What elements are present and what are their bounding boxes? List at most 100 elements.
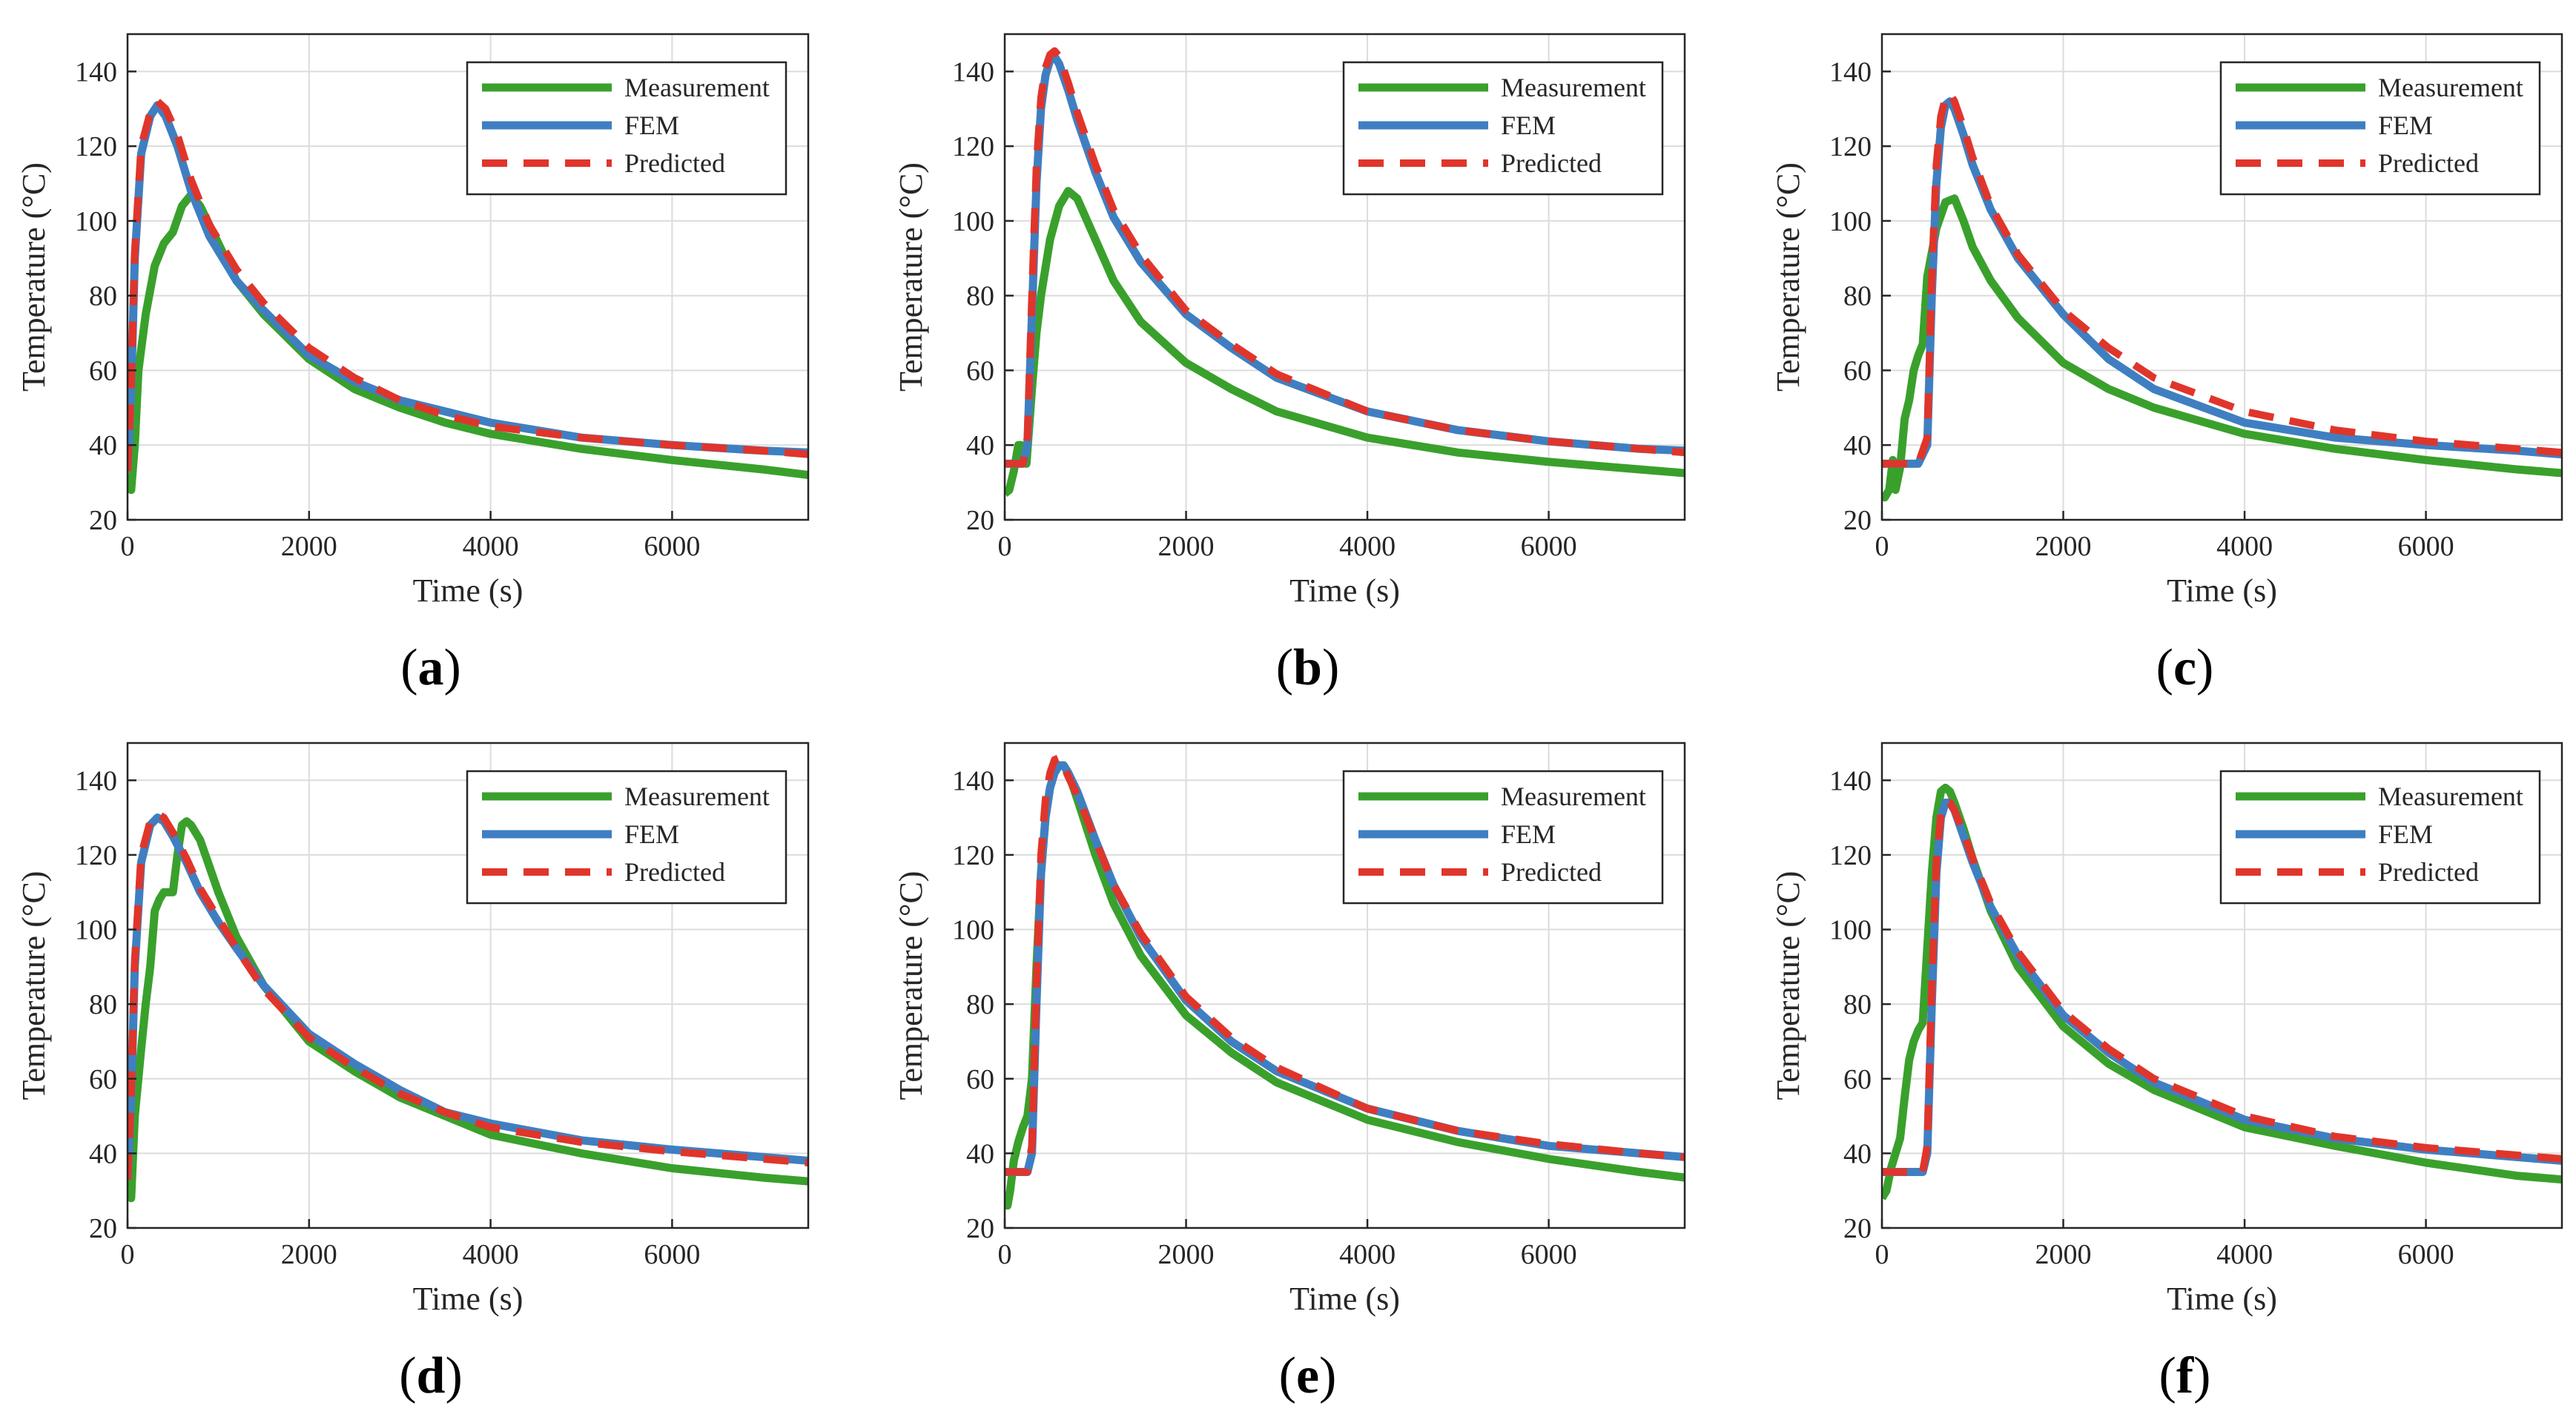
x-tick-label: 6000 [1521,1239,1577,1270]
legend-label-measurement: Measurement [2378,73,2523,102]
y-tick-label: 100 [1829,206,1872,237]
y-axis-label: Temperature (°C) [1770,162,1806,392]
x-axis-label: Time (s) [413,1281,524,1317]
axes-box [1003,742,1686,1229]
y-tick-label: 40 [89,1138,117,1169]
y-tick-label: 60 [1843,1064,1872,1095]
panel-b: 20 40 60 80 100 120 140 0 2000 4000 6000 Time (s) Te… [893,33,1686,696]
series-line-predicted [128,97,808,472]
x-tick-label: 4000 [2216,531,2273,562]
legend-label-fem: FEM [1501,819,1556,849]
panel-label-letter: d [417,1347,446,1404]
y-tick-label: 100 [952,915,994,946]
panel-label: (e) [1279,1347,1337,1404]
x-tick-label: 0 [121,1239,135,1270]
y-tick-label: 60 [966,1064,994,1095]
series-line-measurement [1005,187,1685,497]
y-tick-label: 140 [75,56,117,87]
series-line-predicted [1005,754,1685,1176]
legend-label-predicted: Predicted [1501,148,1602,178]
y-tick-label: 80 [89,989,117,1020]
series-line-predicted [128,810,808,1180]
x-tick-label: 0 [1875,531,1889,562]
x-axis-label: Time (s) [1289,572,1400,609]
y-tick-label: 80 [89,281,117,312]
legend-label-fem: FEM [624,819,679,849]
legend-label-predicted: Predicted [624,148,725,178]
y-tick-label: 20 [966,505,994,536]
y-axis-label: Temperature (°C) [893,871,929,1100]
x-tick-label: 2000 [2035,531,2092,562]
x-axis-label: Time (s) [2167,572,2277,609]
x-tick-label: 2000 [281,1239,337,1270]
series-line-measurement [128,817,808,1203]
legend-label-fem: FEM [1501,110,1556,140]
panel-label: (c) [2156,639,2214,696]
y-tick-label: 140 [75,765,117,796]
x-axis-label: Time (s) [2167,1281,2277,1317]
x-axis-label: Time (s) [1289,1281,1400,1317]
x-tick-label: 0 [998,531,1012,562]
panel-f: 20 40 60 80 100 120 140 0 2000 4000 6000 Time (s) Te… [1770,742,2563,1404]
panel-label: (a) [400,639,461,696]
axes-box [126,742,810,1229]
x-tick-label: 6000 [644,1239,700,1270]
y-tick-label: 80 [966,281,994,312]
y-tick-label: 40 [1843,430,1872,461]
legend-label-predicted: Predicted [1501,857,1602,887]
y-tick-label: 20 [89,505,117,536]
y-tick-label: 140 [1829,56,1872,87]
legend-label-predicted: Predicted [2378,148,2479,178]
y-tick-label: 60 [89,355,117,386]
y-tick-label: 40 [1843,1138,1872,1169]
x-tick-label: 4000 [463,531,519,562]
x-tick-label: 0 [121,531,135,562]
panel-d: 20 40 60 80 100 120 140 0 2000 4000 6000 Time (s) Te… [16,742,810,1404]
x-tick-label: 0 [998,1239,1012,1270]
y-tick-label: 60 [966,355,994,386]
y-tick-label: 100 [75,206,117,237]
legend-label-fem: FEM [2378,819,2433,849]
panel-a: 20 40 60 80 100 120 140 0 2000 4000 6000 Time (s) Te… [16,33,810,696]
y-tick-label: 120 [952,840,994,871]
panel-label: (d) [399,1347,463,1404]
legend-label-measurement: Measurement [2378,782,2523,811]
y-tick-label: 20 [1843,1213,1872,1244]
y-tick-label: 80 [1843,281,1872,312]
panel-label: (f) [2159,1347,2211,1404]
panel-label-open: ( [400,639,417,696]
panel-label-letter: e [1296,1347,1319,1404]
y-tick-label: 100 [1829,915,1872,946]
y-tick-label: 120 [952,131,994,162]
panel-label-letter: b [1293,639,1322,696]
y-tick-label: 120 [75,131,117,162]
y-tick-label: 40 [966,430,994,461]
panel-label-letter: f [2176,1347,2194,1404]
panel-label-open: ( [1279,1347,1296,1404]
panel-label-open: ( [399,1347,416,1404]
x-tick-label: 6000 [2398,531,2454,562]
legend-label-measurement: Measurement [1501,73,1646,102]
panel-label-close: ) [1319,1347,1336,1404]
legend-label-measurement: Measurement [624,73,770,102]
x-tick-label: 2000 [281,531,337,562]
y-tick-label: 80 [966,989,994,1020]
y-tick-label: 20 [1843,505,1872,536]
panel-label-open: ( [2159,1347,2176,1404]
panel-label-open: ( [1276,639,1293,696]
y-tick-label: 20 [966,1213,994,1244]
panel-label-close: ) [1322,639,1339,696]
y-tick-label: 120 [75,840,117,871]
panel-label-close: ) [444,639,461,696]
x-tick-label: 6000 [644,531,700,562]
panel-label-close: ) [2196,639,2213,696]
x-tick-label: 4000 [463,1239,519,1270]
y-tick-label: 140 [952,56,994,87]
axes-box [1880,742,2563,1229]
panel-c: 20 40 60 80 100 120 140 0 2000 4000 6000 Time (s) Te… [1770,33,2563,696]
y-tick-label: 140 [952,765,994,796]
axes-box [126,33,810,521]
x-tick-label: 2000 [2035,1239,2092,1270]
panel-label-open: ( [2156,639,2173,696]
